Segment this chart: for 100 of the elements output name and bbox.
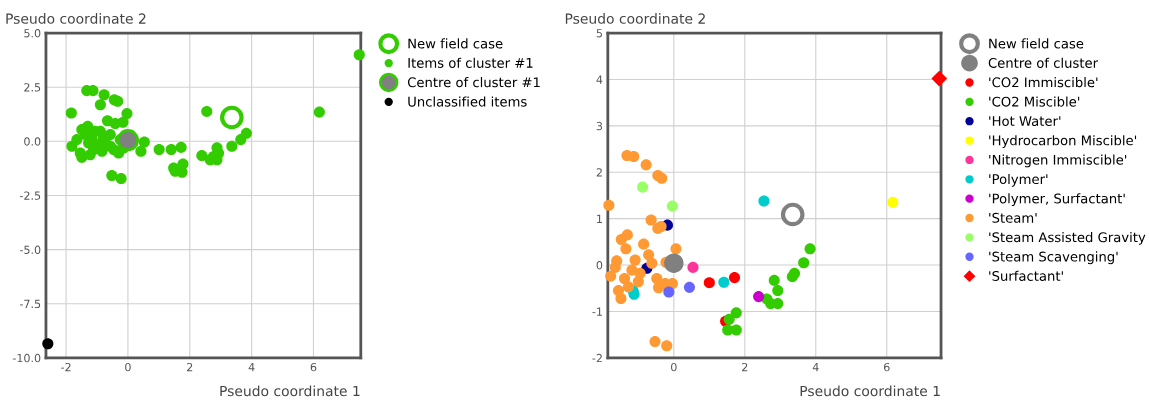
y-axis-title: Pseudo coordinate 2 bbox=[6, 13, 146, 24]
point bbox=[804, 243, 816, 255]
point bbox=[42, 338, 54, 350]
point bbox=[637, 181, 649, 193]
point bbox=[629, 254, 641, 266]
point bbox=[220, 105, 244, 130]
point bbox=[65, 107, 77, 119]
x-tick-label: 6 bbox=[310, 362, 317, 372]
point bbox=[758, 195, 770, 207]
legend-label: 'Steam Assisted Gravity bbox=[989, 231, 1146, 245]
point bbox=[640, 159, 652, 171]
y-tick-label: -2 bbox=[592, 353, 602, 363]
point bbox=[615, 292, 627, 305]
y-tick-label: -10.0 bbox=[12, 353, 41, 363]
point bbox=[117, 116, 129, 128]
point bbox=[121, 108, 133, 120]
legend-label: 'Nitrogen Immiscible' bbox=[989, 154, 1127, 168]
point bbox=[353, 49, 365, 61]
point bbox=[622, 281, 634, 293]
point bbox=[175, 141, 187, 153]
legend-label: New field case bbox=[989, 38, 1084, 49]
point bbox=[798, 257, 810, 269]
x-tick-label: 6 bbox=[883, 362, 890, 372]
legend-label: 'CO2 Miscible' bbox=[989, 96, 1080, 107]
point bbox=[138, 136, 150, 148]
point bbox=[165, 143, 177, 156]
point bbox=[94, 99, 106, 111]
y-tick-label: 5 bbox=[596, 29, 602, 38]
x-tick-label: 4 bbox=[812, 363, 819, 372]
legend-label: New field case bbox=[408, 38, 503, 49]
point bbox=[313, 106, 325, 118]
x-tick-label: 2 bbox=[187, 362, 193, 372]
legend-label: Centre of cluster #1 bbox=[407, 77, 540, 88]
point bbox=[603, 199, 615, 211]
point bbox=[772, 285, 784, 297]
y-tick-label: 3 bbox=[596, 121, 603, 131]
point bbox=[780, 202, 805, 227]
legend-label: Items of cluster #1 bbox=[408, 57, 533, 68]
point bbox=[638, 238, 650, 250]
y-tick-label: 1 bbox=[597, 214, 602, 223]
point bbox=[656, 172, 668, 184]
x-tick-label: 0 bbox=[125, 362, 131, 372]
point bbox=[931, 70, 948, 87]
point bbox=[649, 336, 661, 348]
x-axis-title: Pseudo coordinate 1 bbox=[800, 385, 940, 397]
point bbox=[666, 200, 678, 212]
point bbox=[104, 129, 116, 141]
y-tick-label: -5.0 bbox=[19, 245, 41, 254]
y-tick-label: -7.5 bbox=[19, 299, 41, 309]
y-tick-label: 0 bbox=[596, 261, 603, 270]
y-tick-label: 0.0 bbox=[24, 137, 41, 146]
x-tick-label: 2 bbox=[742, 362, 748, 372]
y-tick-label: 2 bbox=[596, 168, 602, 177]
point bbox=[71, 134, 83, 146]
point bbox=[663, 286, 675, 298]
point bbox=[226, 140, 238, 152]
point bbox=[703, 277, 715, 289]
point bbox=[628, 150, 640, 163]
legend-label: 'Hydrocarbon Miscible' bbox=[989, 135, 1137, 148]
point bbox=[683, 281, 695, 293]
legend-label: 'Steam Scavenging' bbox=[989, 251, 1118, 265]
x-tick-label: -2 bbox=[61, 362, 71, 372]
legend-label: 'Polymer, Surfactant' bbox=[989, 193, 1125, 207]
legend-label: 'Steam' bbox=[989, 212, 1037, 223]
point bbox=[632, 276, 644, 288]
point bbox=[728, 272, 741, 284]
legend-label: 'Hot Water' bbox=[989, 116, 1061, 126]
y-tick-label: 2.5 bbox=[24, 83, 41, 92]
point bbox=[153, 143, 165, 156]
point bbox=[618, 272, 631, 285]
y-tick-label: -2.5 bbox=[19, 191, 41, 200]
point bbox=[112, 95, 124, 107]
point bbox=[718, 276, 730, 288]
point bbox=[235, 134, 247, 146]
x-tick-label: 4 bbox=[248, 363, 255, 372]
y-tick-label: -1 bbox=[592, 307, 602, 316]
point bbox=[135, 145, 147, 157]
point bbox=[115, 173, 127, 185]
y-tick-label: 5.0 bbox=[24, 29, 41, 38]
y-tick-label: 4 bbox=[596, 75, 603, 84]
point bbox=[687, 261, 699, 273]
legend-label: Centre of cluster bbox=[988, 57, 1099, 68]
point bbox=[196, 150, 208, 162]
point bbox=[661, 340, 673, 352]
point bbox=[651, 272, 663, 285]
x-tick-label: 0 bbox=[671, 362, 677, 372]
legend-label: Unclassified items bbox=[408, 96, 527, 107]
legend-label: 'CO2 Immiscible' bbox=[989, 77, 1098, 88]
y-axis-title: Pseudo coordinate 2 bbox=[565, 13, 705, 24]
point bbox=[201, 105, 213, 117]
point bbox=[730, 307, 742, 319]
point bbox=[664, 253, 684, 273]
point bbox=[116, 129, 140, 152]
point bbox=[768, 274, 780, 286]
x-axis-title: Pseudo coordinate 1 bbox=[220, 385, 360, 397]
legend-label: 'Polymer' bbox=[989, 173, 1048, 187]
legend-label: 'Surfactant' bbox=[989, 270, 1063, 281]
point bbox=[786, 271, 798, 283]
point bbox=[605, 270, 617, 282]
point bbox=[645, 214, 657, 226]
